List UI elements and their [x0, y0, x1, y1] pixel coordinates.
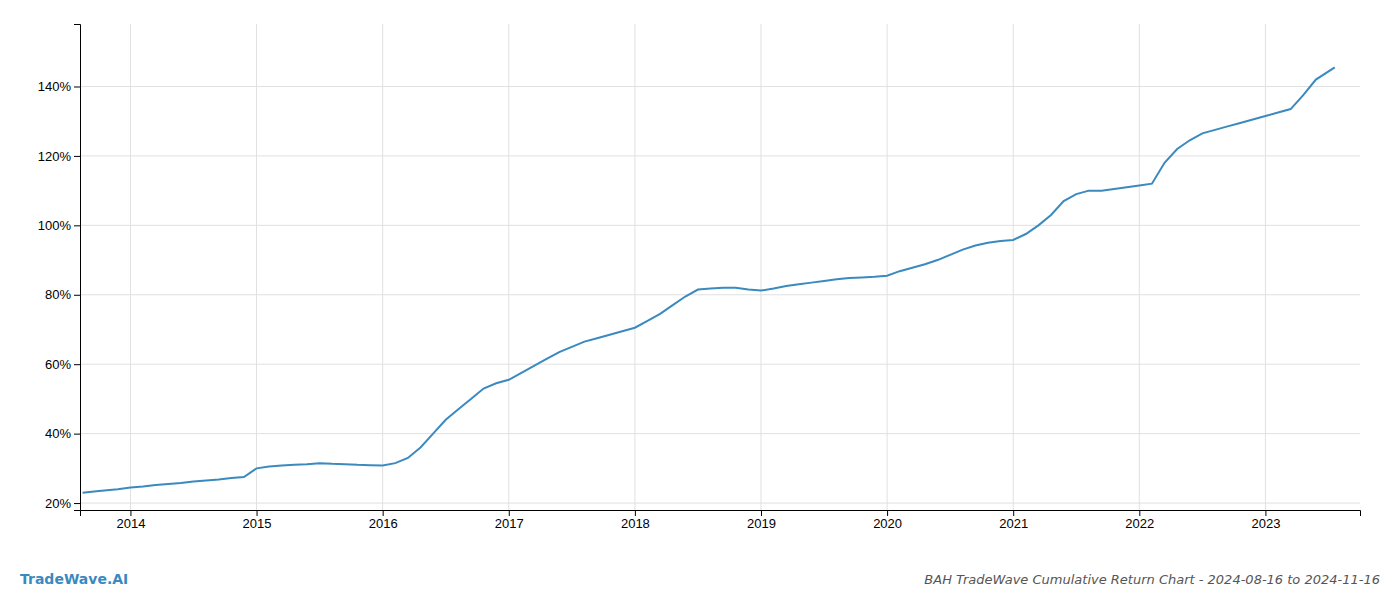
chart: 2014 2015 2016 2017 2018 2019 2020 2021 2022 2023… — [0, 0, 1400, 600]
grid-line — [760, 24, 761, 510]
tick-mark — [383, 510, 384, 516]
plot-area: 2014 2015 2016 2017 2018 2019 2020 2021 2022 2023… — [38, 24, 1361, 531]
grid-line — [634, 24, 635, 510]
line — [83, 67, 1335, 492]
grid-line — [80, 503, 1360, 504]
grid-line — [80, 225, 1360, 226]
tick-label: 2021 — [999, 516, 1028, 531]
grid-line — [80, 155, 1360, 156]
tick: 2018 — [621, 510, 650, 531]
grid-line — [80, 294, 1360, 295]
tick: 2015 — [243, 510, 272, 531]
tick: 2014 — [116, 510, 145, 531]
tick: 80% — [45, 287, 80, 302]
tick-label: 2015 — [243, 516, 272, 531]
grid-line — [256, 24, 257, 510]
watermark: TradeWave.AI — [20, 571, 128, 587]
tick-mark — [761, 510, 762, 516]
grid-line — [508, 24, 509, 510]
tick-mark — [257, 510, 258, 516]
tick-label: 2017 — [495, 516, 524, 531]
tick-label: 20% — [45, 496, 71, 511]
grid-line — [130, 24, 131, 510]
tick-label: 2022 — [1125, 516, 1154, 531]
grid-line — [887, 24, 888, 510]
tick-mark — [74, 225, 80, 226]
tick: 20% — [45, 496, 80, 511]
tick-mark — [130, 510, 131, 516]
tick: 2023 — [1251, 510, 1280, 531]
grid-line — [1013, 24, 1014, 510]
tick-label: 120% — [38, 149, 72, 164]
tick-mark — [1139, 510, 1140, 516]
axis-line — [74, 25, 81, 511]
tick-mark — [74, 295, 80, 296]
tick: 2016 — [369, 510, 398, 531]
grid-line — [80, 364, 1360, 365]
tick-label: 2023 — [1251, 516, 1280, 531]
tick: 120% — [38, 149, 80, 164]
tick-mark — [74, 434, 80, 435]
tick-mark — [74, 86, 80, 87]
tick-label: 2019 — [747, 516, 776, 531]
tick: 2019 — [747, 510, 776, 531]
tick-mark — [74, 156, 80, 157]
tick-mark — [635, 510, 636, 516]
grid-line — [1265, 24, 1266, 510]
tick-label: 2016 — [369, 516, 398, 531]
title: BAH TradeWave Cumulative Return Chart - … — [924, 572, 1380, 587]
grid-line — [80, 86, 1360, 87]
tick-label: 60% — [45, 357, 71, 372]
axis-line — [81, 511, 1361, 517]
tick-mark — [1265, 510, 1266, 516]
tick: 2022 — [1125, 510, 1154, 531]
tick-label: 140% — [38, 79, 72, 94]
grid-line — [80, 433, 1360, 434]
grid-line — [382, 24, 383, 510]
tick: 2020 — [873, 510, 902, 531]
tick-mark — [74, 364, 80, 365]
tick-mark — [509, 510, 510, 516]
marks — [83, 67, 1335, 492]
tick-label: 40% — [45, 426, 71, 441]
tick-label: 2020 — [873, 516, 902, 531]
tick-label: 2014 — [116, 516, 145, 531]
tick-label: 2018 — [621, 516, 650, 531]
y-axis: 20% 40% 60% 80% 100% 120% 140% — [38, 25, 81, 511]
tick: 2021 — [999, 510, 1028, 531]
x-axis: 2014 2015 2016 2017 2018 2019 2020 2021 2022 2023 — [81, 510, 1361, 531]
tick-mark — [74, 503, 80, 504]
tick: 40% — [45, 426, 80, 441]
tick-mark — [1013, 510, 1014, 516]
tick: 100% — [38, 218, 80, 233]
tick: 2017 — [495, 510, 524, 531]
tick: 140% — [38, 79, 80, 94]
tick-mark — [887, 510, 888, 516]
grid — [80, 24, 1360, 510]
tick-label: 100% — [38, 218, 72, 233]
grid-line — [1139, 24, 1140, 510]
tick-label: 80% — [45, 287, 71, 302]
tick: 60% — [45, 357, 80, 372]
